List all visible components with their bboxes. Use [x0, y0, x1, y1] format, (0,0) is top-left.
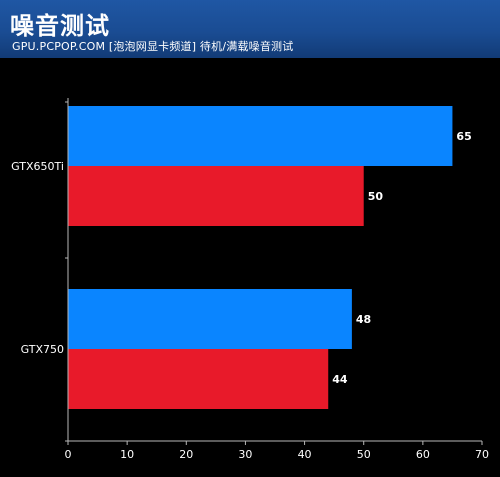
x-tick-label: 70	[475, 448, 489, 461]
axes-layer	[65, 98, 483, 445]
bar-gtx750-series-1	[68, 289, 352, 349]
x-tick-label: 40	[298, 448, 312, 461]
bars-layer	[68, 106, 453, 409]
x-tick-label: 10	[120, 448, 134, 461]
x-tick-label: 20	[179, 448, 193, 461]
value-label: 44	[332, 373, 348, 386]
chart-header: 噪音测试 GPU.PCPOP.COM [泡泡网显卡频道] 待机/满载噪音测试	[0, 0, 500, 58]
value-label: 50	[368, 190, 384, 203]
category-label: GTX650Ti	[11, 160, 64, 173]
x-tick-label: 50	[357, 448, 371, 461]
x-tick-label: 60	[416, 448, 430, 461]
bar-gtx750-series-2	[68, 349, 329, 409]
bar-gtx650ti-series-1	[68, 106, 453, 166]
labels-layer: 65 50 GTX650Ti 48 44 GTX750 0 10 20 30 40 50 60 70	[11, 130, 489, 461]
chart-subtitle: GPU.PCPOP.COM [泡泡网显卡频道] 待机/满载噪音测试	[12, 40, 294, 53]
value-label: 65	[456, 130, 471, 143]
x-tick-label: 0	[65, 448, 72, 461]
chart-title: 噪音测试	[10, 12, 110, 40]
x-tick-label: 30	[238, 448, 252, 461]
category-label: GTX750	[21, 343, 64, 356]
bar-gtx650ti-series-2	[68, 166, 364, 226]
value-label: 48	[356, 313, 371, 326]
